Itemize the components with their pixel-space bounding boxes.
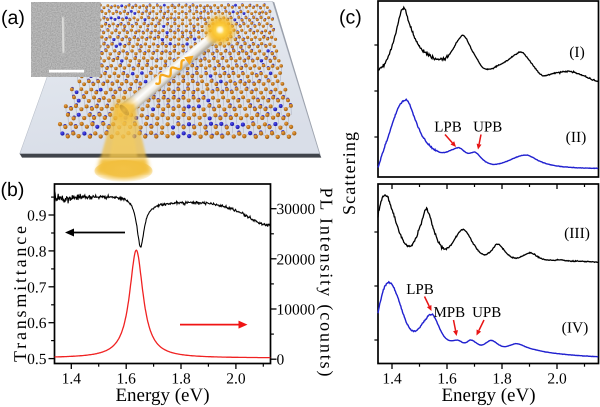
svg-text:Energy (eV): Energy (eV) <box>441 385 535 406</box>
svg-text:30000: 30000 <box>277 201 316 218</box>
svg-text:0.9: 0.9 <box>27 208 47 225</box>
svg-text:0.8: 0.8 <box>27 243 47 260</box>
svg-text:1.8: 1.8 <box>171 371 191 388</box>
svg-text:LPB: LPB <box>434 120 462 136</box>
svg-text:1.6: 1.6 <box>437 371 457 388</box>
svg-text:1.6: 1.6 <box>117 371 137 388</box>
svg-text:LPB: LPB <box>406 282 434 298</box>
svg-text:(c): (c) <box>339 7 362 29</box>
svg-text:0: 0 <box>277 352 285 369</box>
svg-text:0.5: 0.5 <box>27 351 47 368</box>
svg-text:1.4: 1.4 <box>62 371 82 388</box>
svg-text:2.0: 2.0 <box>226 371 246 388</box>
svg-text:0.6: 0.6 <box>27 315 47 332</box>
svg-text:1.4: 1.4 <box>382 371 402 388</box>
svg-text:1.8: 1.8 <box>492 371 512 388</box>
svg-text:(I): (I) <box>569 44 585 61</box>
svg-text:2.0: 2.0 <box>547 371 567 388</box>
svg-text:Energy (eV): Energy (eV) <box>115 385 209 406</box>
svg-text:MPB: MPB <box>433 305 465 321</box>
svg-text:(b): (b) <box>1 179 25 201</box>
svg-text:Scattering: Scattering <box>339 132 359 215</box>
svg-text:(II): (II) <box>566 129 587 146</box>
svg-text:(III): (III) <box>564 225 590 242</box>
svg-text:0.7: 0.7 <box>27 279 47 296</box>
svg-text:Transmittance: Transmittance <box>10 226 30 362</box>
svg-text:PL Intensity (counts): PL Intensity (counts) <box>317 188 337 377</box>
svg-text:(a): (a) <box>1 7 25 29</box>
svg-text:UPB: UPB <box>473 120 502 136</box>
svg-text:20000: 20000 <box>277 251 316 268</box>
svg-text:UPB: UPB <box>472 305 501 321</box>
svg-text:10000: 10000 <box>277 302 316 319</box>
svg-text:(IV): (IV) <box>562 320 589 337</box>
